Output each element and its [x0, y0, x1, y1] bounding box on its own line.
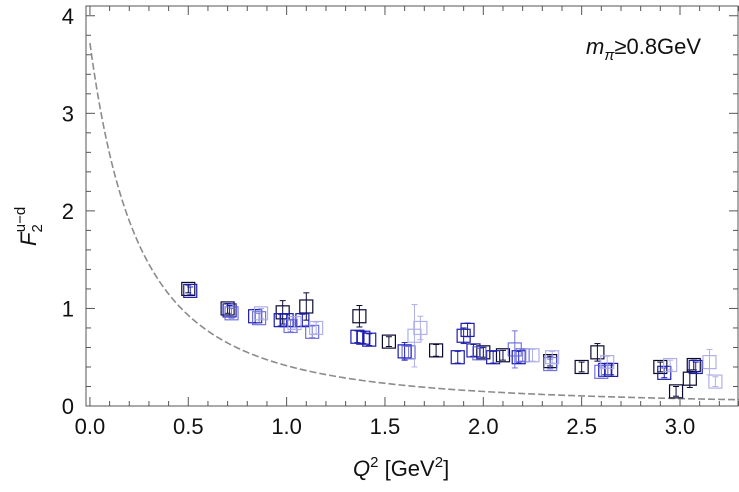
x-tick-label: 0.5: [173, 414, 204, 439]
x-tick-label: 1.5: [370, 414, 401, 439]
data-point-square: [472, 346, 487, 361]
fit-curve-line: [89, 42, 739, 401]
x-axis-title-sup: 2: [370, 454, 378, 471]
x-tick-label: 0.0: [75, 414, 106, 439]
x-axis-title-unit: [GeV: [378, 456, 435, 481]
x-tick-label: 2.5: [566, 414, 597, 439]
data-point-square: [224, 306, 239, 321]
data-point-square: [222, 303, 237, 318]
x-tick-label: 1.0: [271, 414, 302, 439]
data-point-square: [476, 345, 491, 360]
y-tick-label: 0: [62, 394, 74, 419]
x-tick-label: 2.0: [468, 414, 499, 439]
data-point-square: [590, 345, 605, 360]
data-point-square: [456, 328, 471, 343]
y-tick-label: 2: [62, 199, 74, 224]
data-point-square: [708, 374, 723, 389]
x-tick-label: 3.0: [665, 414, 696, 439]
points-layer: [181, 281, 723, 399]
data-point-square: [688, 359, 703, 375]
data-point-square: [525, 348, 540, 363]
data-point-square: [600, 354, 615, 370]
y-axis-title: F2u−d: [12, 207, 46, 246]
data-point-square: [495, 348, 511, 363]
data-point-square: [309, 320, 324, 336]
data-point-square: [429, 343, 444, 358]
tick-layer: [86, 6, 739, 407]
y-tick-label: 1: [62, 296, 74, 321]
data-point-square: [450, 350, 465, 365]
data-point-square: [253, 306, 269, 321]
y-axis-title-symbol: F: [16, 231, 41, 246]
data-point-square: [287, 315, 302, 331]
data-point-square: [515, 348, 530, 363]
data-point-square: [362, 332, 377, 347]
x-axis-title-symbol: Q: [353, 456, 370, 481]
series-ensemble-blue: [183, 283, 703, 380]
data-point-square: [574, 359, 589, 375]
data-point-square: [604, 362, 619, 378]
y-tick-label: 3: [62, 101, 74, 126]
curve-layer: [89, 42, 739, 401]
data-point-square: [352, 309, 367, 324]
annotation-subscript: π: [604, 47, 615, 64]
x-axis-title-unit-sup: 2: [435, 454, 443, 471]
x-axis-title-unit-close: ]: [443, 456, 449, 481]
data-point-square: [663, 357, 678, 373]
y-axis-title-sub: 2: [29, 224, 46, 232]
data-point-square: [545, 350, 560, 365]
x-axis-title: Q2 [GeV2]: [353, 454, 449, 481]
data-point-square: [702, 354, 717, 370]
data-point-square: [299, 299, 314, 314]
data-point-square: [305, 324, 320, 339]
data-point-square: [486, 350, 501, 365]
data-point-square: [183, 283, 198, 298]
data-point-square: [397, 344, 412, 359]
data-point-square: [275, 305, 290, 320]
series-ensemble-light: [253, 304, 723, 389]
data-point-square: [668, 384, 684, 399]
y-axis-title-sup: u−d: [12, 207, 29, 232]
annotation-symbol: m: [586, 34, 604, 59]
data-point-square: [460, 322, 475, 338]
data-point-square: [295, 313, 310, 328]
data-point-square: [381, 334, 396, 349]
data-point-square: [181, 281, 196, 297]
plot-frame: [85, 5, 739, 407]
data-point-square: [653, 359, 668, 375]
data-point-square: [511, 350, 526, 365]
y-tick-label: 4: [62, 4, 74, 29]
annotation-rest: ≥0.8GeV: [614, 34, 701, 59]
series-ensemble-dark: [181, 281, 701, 399]
annotation-text: mπ≥0.8GeV: [586, 34, 701, 64]
data-point-square: [401, 345, 416, 360]
labels-layer: 0.0 0.5 1.0 1.5 2.0 2.5 3.0 0 1 2 3 4: [62, 4, 696, 439]
data-point-square: [251, 311, 267, 326]
data-point-square: [413, 320, 428, 336]
data-point-square: [283, 318, 298, 334]
